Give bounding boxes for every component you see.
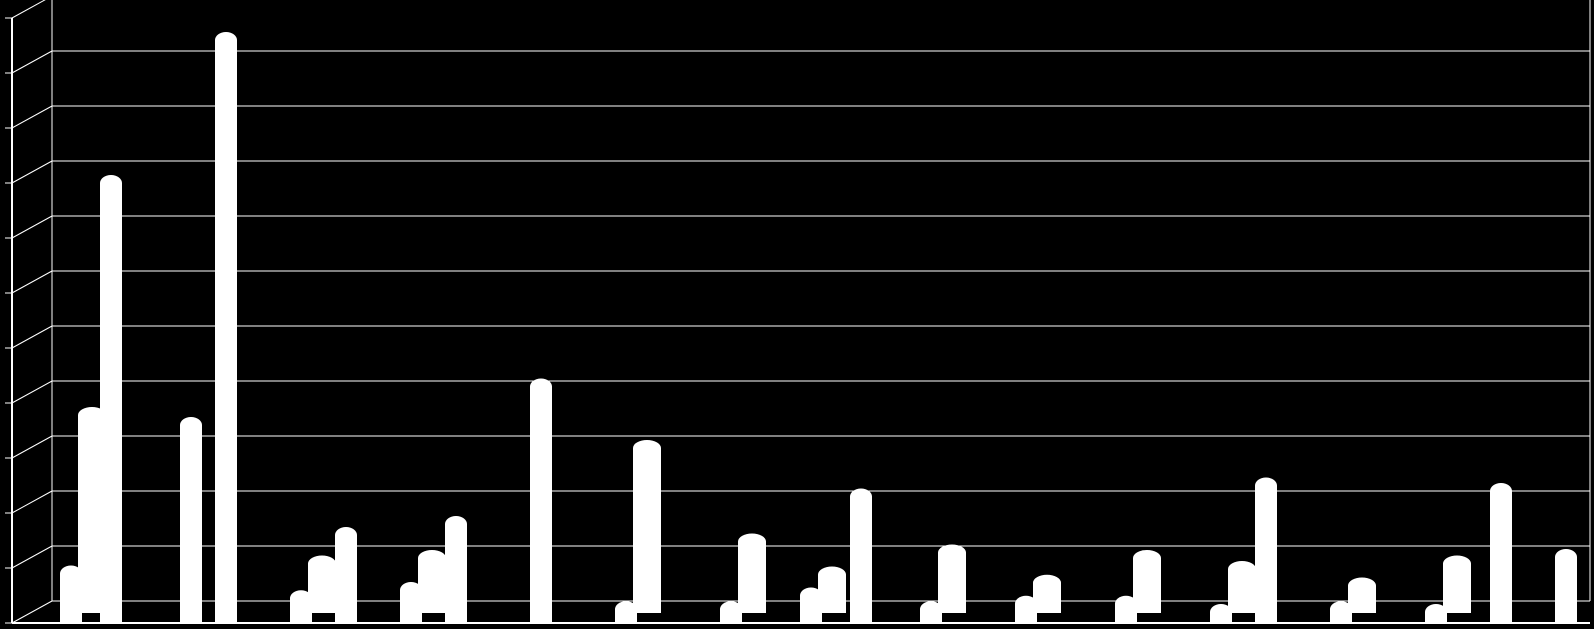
bar-back bbox=[938, 545, 966, 614]
bar-front bbox=[720, 601, 742, 623]
bar-back bbox=[1228, 561, 1256, 613]
bar-front bbox=[530, 379, 552, 624]
bar-front bbox=[920, 601, 942, 623]
bar-front bbox=[615, 601, 637, 623]
bar-front bbox=[1555, 549, 1577, 623]
bar-front bbox=[60, 566, 82, 624]
bar-front bbox=[180, 417, 202, 623]
bar-front bbox=[215, 32, 237, 623]
bar-front bbox=[1255, 478, 1277, 624]
bar-back bbox=[818, 567, 846, 614]
bar-back bbox=[1133, 550, 1161, 613]
bar-back bbox=[308, 556, 336, 614]
bar-front bbox=[445, 516, 467, 623]
chart-background bbox=[0, 0, 1594, 629]
bar-front bbox=[290, 590, 312, 623]
bar-front bbox=[1490, 483, 1512, 623]
bar-front bbox=[850, 489, 872, 624]
bar-front bbox=[100, 175, 122, 623]
bar-front bbox=[800, 588, 822, 624]
bar-front bbox=[1115, 596, 1137, 623]
bar-back bbox=[1033, 575, 1061, 613]
bar-back bbox=[738, 534, 766, 614]
bar-front bbox=[1015, 596, 1037, 623]
bar-front bbox=[1210, 604, 1232, 623]
bar-front bbox=[400, 582, 422, 623]
chart-canvas bbox=[0, 0, 1594, 629]
bar-3d-chart bbox=[0, 0, 1594, 629]
bar-back bbox=[418, 550, 446, 613]
bar-back bbox=[1443, 556, 1471, 614]
bar-front bbox=[1330, 601, 1352, 623]
bar-back bbox=[633, 440, 661, 613]
bar-front bbox=[1425, 604, 1447, 623]
bar-back bbox=[1348, 578, 1376, 614]
bar-front bbox=[335, 527, 357, 623]
